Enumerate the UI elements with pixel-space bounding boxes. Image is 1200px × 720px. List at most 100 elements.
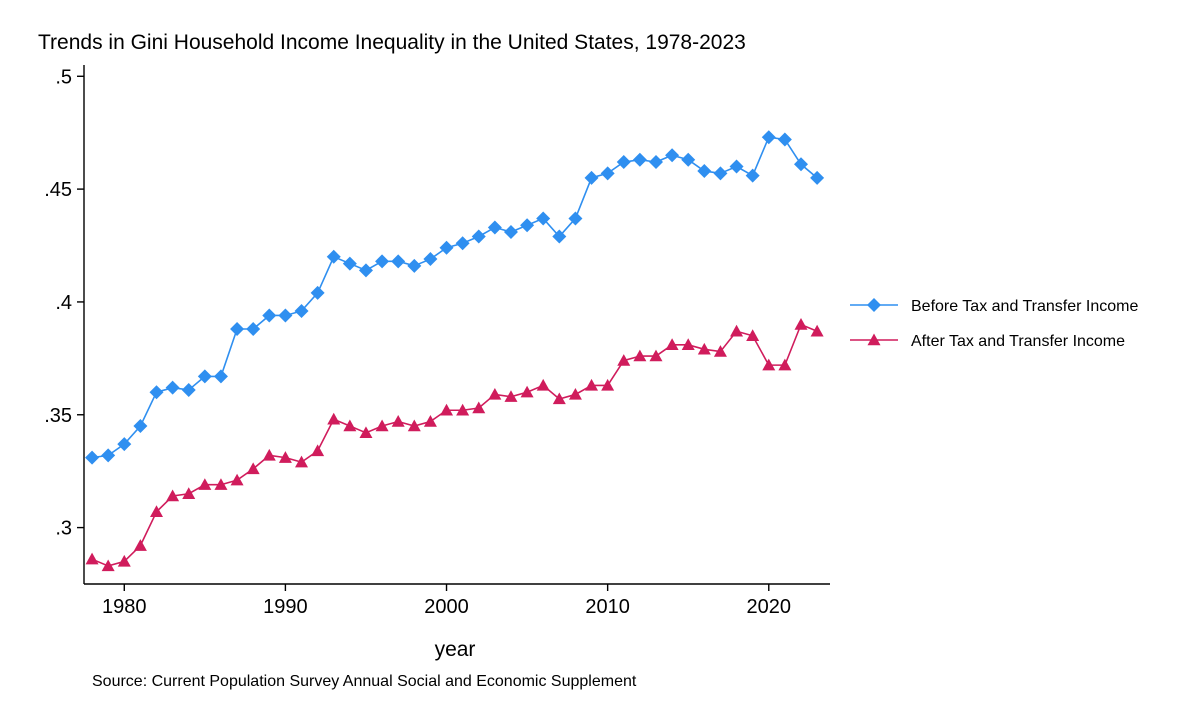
data-point <box>472 401 486 414</box>
legend: Before Tax and Transfer Income After Tax … <box>850 298 1138 350</box>
data-point <box>536 378 550 391</box>
legend-marker <box>867 333 881 346</box>
data-point <box>439 240 454 255</box>
data-point <box>665 338 679 351</box>
data-point <box>391 254 406 269</box>
data-point <box>665 148 680 163</box>
data-point <box>455 236 470 251</box>
data-point <box>552 392 566 405</box>
series-layer <box>85 130 825 572</box>
series-before-tax <box>85 130 825 465</box>
y-tick-label: .3 <box>55 518 72 540</box>
data-point <box>214 478 228 490</box>
data-point <box>793 157 808 172</box>
data-point <box>150 505 164 517</box>
data-point <box>423 252 438 267</box>
data-point <box>166 489 180 502</box>
data-point <box>246 322 261 337</box>
data-point <box>600 166 615 181</box>
data-point <box>440 403 454 416</box>
data-point <box>423 415 437 427</box>
data-point <box>343 419 357 432</box>
x-tick-label: 1990 <box>263 596 308 618</box>
data-point <box>230 322 245 337</box>
data-point <box>777 132 792 147</box>
data-point <box>407 258 422 273</box>
x-tick-label: 1980 <box>102 596 147 618</box>
data-point <box>262 308 277 323</box>
data-point <box>585 378 599 391</box>
data-point <box>182 487 196 499</box>
series-line <box>91 136 818 459</box>
data-point <box>391 415 405 427</box>
data-point <box>601 378 615 391</box>
data-point <box>358 263 373 278</box>
data-point <box>359 426 373 439</box>
data-point <box>778 358 792 371</box>
data-point <box>729 159 744 174</box>
data-point <box>488 387 502 400</box>
x-axis-title: year <box>435 638 476 661</box>
x-tick-label: 2020 <box>747 596 792 618</box>
data-point <box>198 478 212 490</box>
data-point <box>278 451 292 463</box>
data-point <box>149 385 164 400</box>
x-axis: 1980 1990 2000 2010 2020 <box>84 583 830 618</box>
data-point <box>101 448 116 463</box>
x-tick-label: 2000 <box>424 596 469 618</box>
data-point <box>133 539 147 551</box>
data-point <box>633 349 647 362</box>
data-point <box>568 387 582 400</box>
data-point <box>230 473 244 486</box>
data-point <box>504 390 518 402</box>
data-point <box>503 224 518 239</box>
data-point <box>697 164 712 179</box>
data-point <box>278 308 293 323</box>
data-point <box>311 444 325 457</box>
data-point <box>213 369 228 384</box>
data-point <box>730 324 744 337</box>
data-point <box>746 329 760 341</box>
data-point <box>713 345 727 357</box>
data-point <box>616 155 631 170</box>
data-point <box>310 285 325 300</box>
data-point <box>794 318 808 330</box>
data-point <box>713 166 728 181</box>
data-point <box>471 229 486 244</box>
data-point <box>85 450 100 465</box>
data-point <box>648 155 663 170</box>
data-point <box>342 256 357 271</box>
data-point <box>262 448 276 461</box>
data-point <box>407 419 421 432</box>
data-point <box>761 130 776 145</box>
data-point <box>584 170 599 185</box>
data-point <box>326 249 341 264</box>
data-point <box>295 455 309 468</box>
data-point <box>327 412 341 425</box>
series-after-tax <box>85 318 824 572</box>
data-point <box>520 218 535 233</box>
legend-item: After Tax and Transfer Income <box>850 333 1125 350</box>
data-point <box>133 419 148 434</box>
data-point <box>487 220 502 235</box>
data-point <box>632 152 647 167</box>
data-point <box>117 437 132 452</box>
data-point <box>375 254 390 269</box>
data-point <box>197 369 212 384</box>
data-point <box>165 380 180 395</box>
data-point <box>568 211 583 226</box>
data-point <box>681 338 695 351</box>
data-point <box>375 419 389 432</box>
chart-title: Trends in Gini Household Income Inequali… <box>38 31 746 54</box>
data-point <box>294 303 309 318</box>
legend-marker <box>867 298 881 312</box>
series-line <box>91 323 818 567</box>
data-point <box>456 403 470 416</box>
data-point <box>617 354 631 366</box>
y-tick-label: .45 <box>44 179 72 201</box>
legend-label: Before Tax and Transfer Income <box>911 298 1138 315</box>
data-point <box>649 349 663 362</box>
data-point <box>117 554 131 567</box>
data-point <box>697 342 711 355</box>
